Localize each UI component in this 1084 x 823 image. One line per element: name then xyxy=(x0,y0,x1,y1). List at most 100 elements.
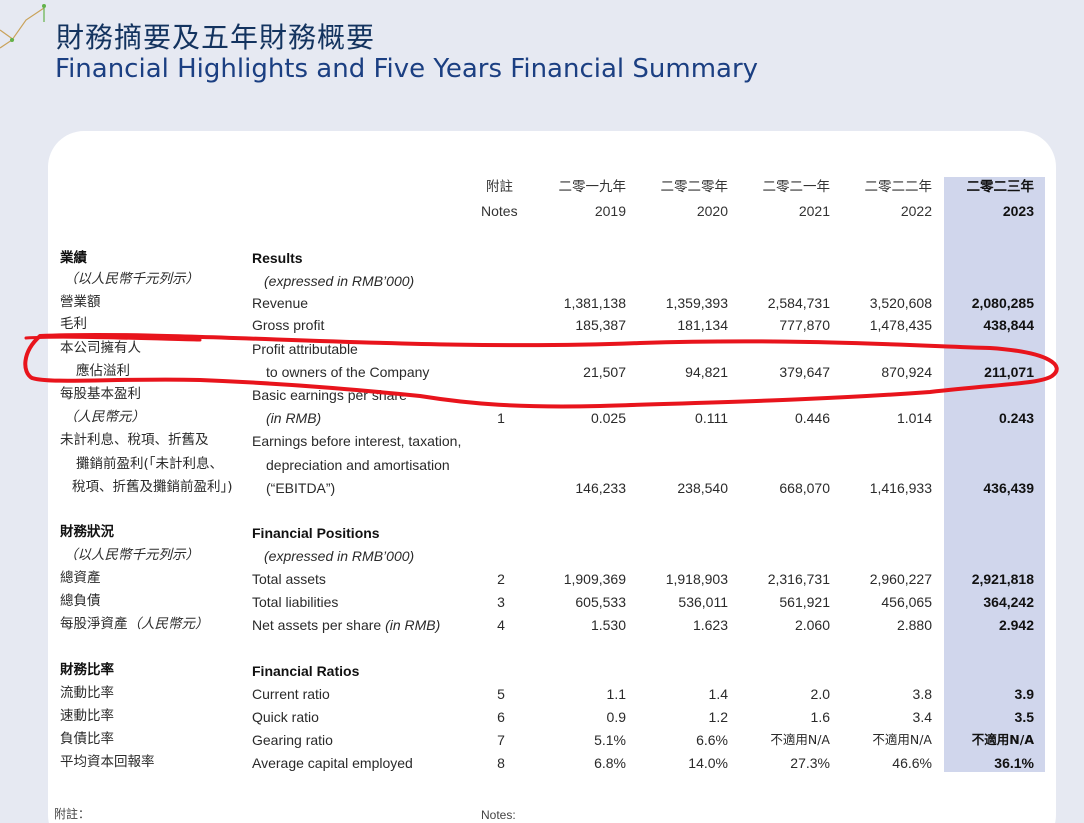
table-cell: 456,065 xyxy=(881,594,932,610)
row-label-en: Revenue xyxy=(252,295,309,311)
table-cell: 1.1 xyxy=(606,686,626,702)
row-label-en: Basic earnings per share xyxy=(252,387,407,403)
table-cell: 1.6 xyxy=(810,709,830,725)
row-label-en-unit: (in RMB) xyxy=(385,617,441,633)
row-label-en: Earnings before interest, taxation, xyxy=(252,433,462,449)
section-heading-en: Results xyxy=(252,250,303,266)
notes-header-zh: 附註 xyxy=(486,179,513,195)
year-header-zh: 二零一九年 xyxy=(558,179,627,195)
note-ref: 4 xyxy=(497,617,505,633)
row-label-zh-unit: （人民幣元） xyxy=(127,616,209,632)
row-label-zh: 總負債 xyxy=(60,593,101,609)
year-header-en: 2020 xyxy=(696,203,728,219)
row-label-en: Gross profit xyxy=(252,317,325,333)
row-label-en: Current ratio xyxy=(252,686,330,702)
table-cell: 2,960,227 xyxy=(869,571,932,587)
year-header-en: 2021 xyxy=(798,203,830,219)
table-cell: 0.025 xyxy=(590,410,626,426)
table-cell: 2.060 xyxy=(794,617,830,633)
table-cell: 364,242 xyxy=(983,594,1034,610)
table-cell: 777,870 xyxy=(779,317,830,333)
row-label-zh: （人民幣元） xyxy=(64,409,145,425)
table-cell: 1.014 xyxy=(896,410,932,426)
table-cell: 1,381,138 xyxy=(563,295,626,311)
section-heading-en: Financial Positions xyxy=(252,525,380,541)
note-ref: 2 xyxy=(497,571,505,587)
table-cell: 185,387 xyxy=(575,317,626,333)
row-label-en: Total assets xyxy=(252,571,326,587)
section-unit-zh: （以人民幣千元列示） xyxy=(64,271,199,287)
row-label-en: Net assets per share (in RMB) xyxy=(252,616,440,634)
table-cell: 0.243 xyxy=(998,410,1034,426)
table-cell: 211,071 xyxy=(984,364,1034,380)
table-cell: 1.623 xyxy=(692,617,728,633)
row-label-en: Gearing ratio xyxy=(252,732,333,748)
table-cell: 870,924 xyxy=(881,364,932,380)
row-label-zh: 平均資本回報率 xyxy=(60,754,155,770)
row-label-zh: 應佔溢利 xyxy=(76,363,130,379)
table-cell: 0.111 xyxy=(695,410,728,426)
row-label-zh: 未計利息、稅項、折舊及 xyxy=(60,432,209,448)
footer-notes-zh: 附註： xyxy=(54,807,91,821)
page-title-en: Financial Highlights and Five Years Fina… xyxy=(55,54,759,84)
year-header-zh: 二零二零年 xyxy=(660,179,729,195)
note-ref: 5 xyxy=(497,686,505,702)
table-cell: 605,533 xyxy=(575,594,626,610)
table-cell: 5.1% xyxy=(594,732,626,748)
year-header-en: 2019 xyxy=(594,203,626,219)
section-unit-en: (expressed in RMB’000) xyxy=(264,548,415,564)
table-cell: 27.3% xyxy=(790,755,830,771)
corner-decoration xyxy=(0,4,46,49)
section-heading-zh: 財務比率 xyxy=(60,662,114,678)
year-header-en: 2023 xyxy=(1002,203,1034,219)
table-cell: 1,416,933 xyxy=(869,480,932,496)
table-cell: 2.942 xyxy=(998,617,1034,633)
row-label-zh: 流動比率 xyxy=(60,685,114,701)
table-cell: 不適用N/A xyxy=(770,732,830,747)
row-label-zh-main: 每股淨資產 xyxy=(60,616,128,632)
table-cell: 2,921,818 xyxy=(971,571,1034,587)
highlight-column-2023 xyxy=(944,177,1045,772)
table-cell: 36.1% xyxy=(994,755,1034,771)
note-ref: 3 xyxy=(497,594,505,610)
table-cell: 1,478,435 xyxy=(869,317,932,333)
row-label-en: Average capital employed xyxy=(252,755,413,771)
table-cell: 0.9 xyxy=(606,709,626,725)
table-cell: 379,647 xyxy=(779,364,830,380)
row-label-zh: 每股淨資產（人民幣元） xyxy=(60,615,209,633)
row-label-zh: 毛利 xyxy=(60,316,87,332)
table-cell: 46.6% xyxy=(892,755,932,771)
table-cell: 不適用N/A xyxy=(971,732,1034,747)
table-cell: 2,584,731 xyxy=(767,295,830,311)
section-heading-en: Financial Ratios xyxy=(252,663,360,679)
table-cell: 436,439 xyxy=(983,480,1034,496)
note-ref: 1 xyxy=(497,410,505,426)
table-cell: 3.9 xyxy=(1014,686,1034,702)
table-cell: 668,070 xyxy=(779,480,830,496)
table-cell: 1,359,393 xyxy=(665,295,728,311)
footer-notes-en: Notes: xyxy=(481,808,516,822)
row-label-en: (“EBITDA”) xyxy=(266,480,336,496)
table-cell: 2,316,731 xyxy=(767,571,830,587)
section-unit-zh: （以人民幣千元列示） xyxy=(64,547,199,563)
section-heading-zh: 業績 xyxy=(60,250,87,266)
notes-header-en: Notes xyxy=(481,203,518,219)
row-label-en: Profit attributable xyxy=(252,341,358,357)
table-cell: 1.2 xyxy=(708,709,728,725)
row-label-zh: 營業額 xyxy=(60,294,101,310)
table-cell: 561,921 xyxy=(779,594,830,610)
row-label-en: (in RMB) xyxy=(266,410,322,426)
table-cell: 21,507 xyxy=(583,364,626,380)
note-ref: 6 xyxy=(497,709,505,725)
table-cell: 2,080,285 xyxy=(971,295,1034,311)
table-cell: 1.530 xyxy=(590,617,626,633)
section-heading-zh: 財務狀況 xyxy=(60,524,114,540)
table-cell: 3,520,608 xyxy=(869,295,932,311)
table-cell: 1,909,369 xyxy=(563,571,626,587)
page-title-zh: 財務摘要及五年財務概要 xyxy=(56,21,376,54)
year-header-zh: 二零二二年 xyxy=(864,179,933,195)
year-header-en: 2022 xyxy=(900,203,932,219)
summary-card xyxy=(48,131,1056,823)
row-label-zh: 總資產 xyxy=(60,570,101,586)
table-cell: 438,844 xyxy=(983,317,1034,333)
